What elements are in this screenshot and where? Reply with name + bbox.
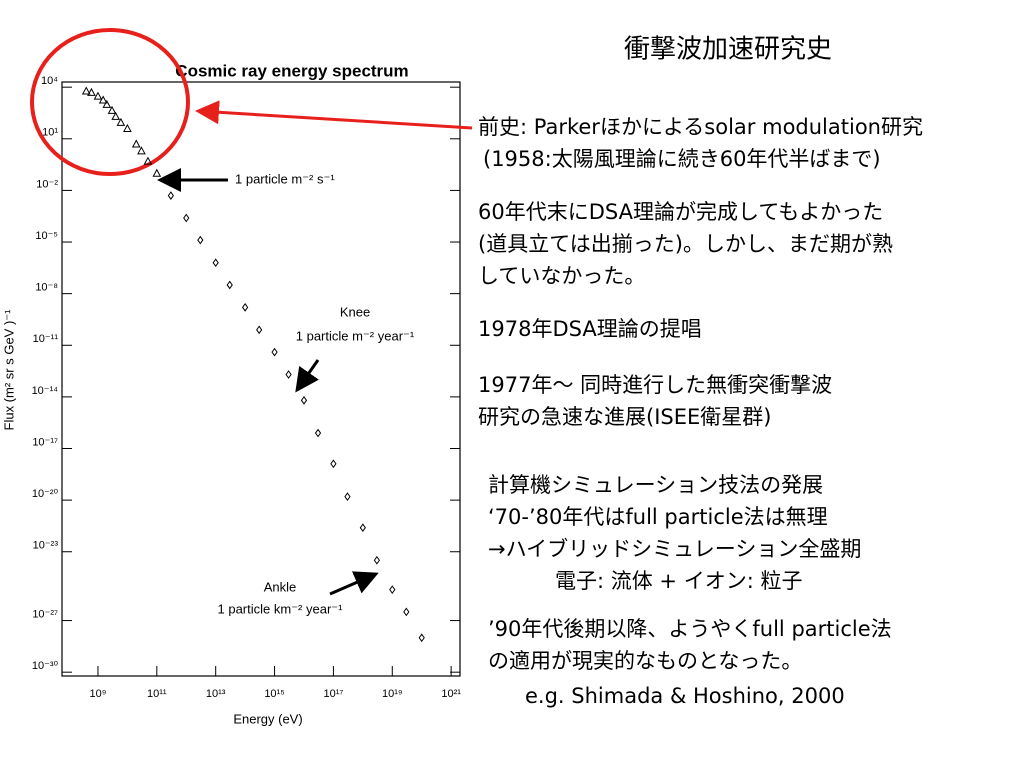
data-point bbox=[137, 146, 146, 155]
data-point bbox=[344, 492, 351, 501]
data-point bbox=[271, 347, 278, 357]
data-point bbox=[87, 87, 96, 96]
annotation: 1 particle km⁻² year⁻¹ bbox=[218, 601, 344, 616]
y-tick-label: 10⁻¹⁷ bbox=[32, 436, 58, 448]
data-point bbox=[256, 325, 263, 335]
data-point bbox=[418, 633, 425, 643]
y-tick-label: 10¹ bbox=[42, 127, 58, 139]
y-tick-label: 10⁻²⁷ bbox=[32, 608, 58, 620]
data-point bbox=[167, 191, 174, 200]
data-point bbox=[152, 168, 162, 177]
slide-text: 研究の急速な進展(ISEE衛星群) bbox=[478, 405, 771, 429]
slide-text: していなかった。 bbox=[478, 264, 645, 288]
y-tick-label: 10⁻¹¹ bbox=[33, 333, 59, 345]
slide-text: 1978年DSA理論の提唱 bbox=[478, 317, 702, 341]
data-point bbox=[107, 105, 117, 114]
data-point bbox=[373, 555, 381, 565]
x-tick-label: 10¹⁷ bbox=[323, 688, 343, 700]
data-point bbox=[226, 280, 233, 290]
slide-text: ‘70-’80年代はfull particle法は無理 bbox=[488, 505, 828, 529]
y-tick-label: 10⁻²⁰ bbox=[32, 488, 59, 500]
data-point bbox=[197, 235, 204, 245]
slide-text: →ハイブリッドシミュレーション全盛期 bbox=[488, 537, 861, 561]
x-tick-label: 10¹⁵ bbox=[264, 688, 284, 700]
y-tick-label: 10⁴ bbox=[41, 75, 58, 87]
data-point bbox=[242, 302, 249, 312]
data-point bbox=[314, 428, 322, 438]
data-point bbox=[131, 139, 141, 148]
arrow bbox=[329, 571, 379, 596]
slide-title: 衝撃波加速研究史 bbox=[624, 35, 832, 65]
data-point bbox=[102, 99, 112, 108]
slide-text: 前史: Parkerほかによるsolar modulation研究 bbox=[478, 115, 923, 139]
y-tick-label: 10⁻¹⁴ bbox=[32, 385, 59, 397]
data-point bbox=[330, 459, 337, 469]
y-axis-label: Flux (m² sr s GeV )⁻¹ bbox=[1, 309, 16, 431]
data-point bbox=[93, 91, 103, 100]
plot-frame bbox=[61, 81, 461, 677]
slide-text: 1977年～ 同時進行した無衝突衝撃波 bbox=[478, 373, 832, 397]
y-tick-label: 10⁻⁵ bbox=[35, 230, 58, 242]
slide-text: 計算機シミュレーション技法の発展 bbox=[488, 473, 823, 497]
y-tick-label: 10⁻² bbox=[36, 178, 58, 190]
annotation: 1 particle m⁻² year⁻¹ bbox=[296, 328, 415, 343]
y-tick-label: 10⁻³⁰ bbox=[32, 660, 59, 672]
annotation: Knee bbox=[340, 304, 370, 319]
x-tick-label: 10¹⁹ bbox=[382, 688, 403, 700]
arrow bbox=[295, 359, 320, 393]
annotation: Ankle bbox=[264, 579, 297, 594]
slide-text: の適用が現実的なものとなった。 bbox=[488, 649, 802, 673]
data-point bbox=[143, 156, 153, 165]
data-point bbox=[300, 395, 308, 405]
x-tick-label: 10¹¹ bbox=[147, 688, 167, 700]
data-point bbox=[123, 123, 132, 132]
x-tick-label: 10⁹ bbox=[89, 688, 106, 700]
data-point bbox=[212, 258, 219, 268]
highlight-arrow bbox=[195, 100, 473, 130]
data-point bbox=[403, 607, 410, 617]
annotation: 1 particle m⁻² s⁻¹ bbox=[235, 171, 335, 186]
slide-text: (1958:太陽風理論に続き60年代半ばまで) bbox=[483, 147, 881, 171]
y-tick-label: 10⁻⁸ bbox=[35, 282, 58, 294]
data-point bbox=[111, 111, 121, 120]
slide-text: e.g. Shimada & Hoshino, 2000 bbox=[525, 684, 845, 708]
slide-text: (道具立ては出揃った)。しかし、まだ期が熟 bbox=[478, 232, 893, 256]
x-tick-label: 10²¹ bbox=[441, 688, 461, 700]
x-axis-label: Energy (eV) bbox=[233, 711, 302, 726]
slide-text: 60年代末にDSA理論が完成してもよかった bbox=[478, 200, 883, 224]
data-point bbox=[285, 370, 292, 379]
data-point bbox=[389, 585, 396, 594]
data-point bbox=[98, 95, 108, 104]
slide-text: ’90年代後期以降、ようやくfull particle法 bbox=[488, 617, 892, 641]
data-point bbox=[359, 523, 366, 533]
x-tick-label: 10¹³ bbox=[206, 688, 226, 700]
y-tick-label: 10⁻²³ bbox=[33, 540, 59, 552]
data-point bbox=[81, 86, 91, 95]
highlight-circle bbox=[30, 28, 190, 176]
slide-text: 電子: 流体 + イオン: 粒子 bbox=[555, 569, 802, 593]
chart-title: Cosmic ray energy spectrum bbox=[175, 61, 408, 80]
data-point bbox=[183, 213, 190, 223]
data-point bbox=[116, 117, 126, 126]
